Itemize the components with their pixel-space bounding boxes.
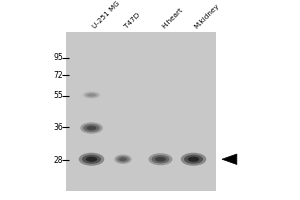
Ellipse shape bbox=[80, 122, 103, 134]
Ellipse shape bbox=[188, 157, 199, 162]
Text: 72: 72 bbox=[53, 71, 63, 80]
Ellipse shape bbox=[84, 92, 99, 98]
Bar bbox=[66, 32, 216, 191]
Ellipse shape bbox=[155, 157, 166, 162]
Text: U-251 MG: U-251 MG bbox=[92, 0, 121, 30]
Ellipse shape bbox=[116, 156, 130, 163]
Polygon shape bbox=[222, 154, 237, 164]
Text: 28: 28 bbox=[53, 156, 63, 165]
Text: 55: 55 bbox=[53, 91, 63, 100]
Ellipse shape bbox=[79, 153, 104, 166]
Ellipse shape bbox=[148, 153, 172, 165]
Ellipse shape bbox=[114, 154, 132, 164]
Ellipse shape bbox=[119, 157, 127, 161]
Ellipse shape bbox=[181, 153, 206, 166]
Ellipse shape bbox=[82, 155, 101, 164]
Text: 36: 36 bbox=[53, 123, 63, 132]
Text: M.kidney: M.kidney bbox=[194, 3, 221, 30]
Ellipse shape bbox=[87, 93, 96, 97]
Ellipse shape bbox=[184, 155, 203, 164]
Text: H.heart: H.heart bbox=[160, 7, 184, 30]
Ellipse shape bbox=[82, 91, 101, 99]
Text: T47D: T47D bbox=[123, 12, 141, 30]
Ellipse shape bbox=[152, 155, 169, 163]
Ellipse shape bbox=[86, 157, 97, 162]
Ellipse shape bbox=[86, 126, 97, 130]
Text: 95: 95 bbox=[53, 53, 63, 62]
Ellipse shape bbox=[83, 124, 100, 132]
